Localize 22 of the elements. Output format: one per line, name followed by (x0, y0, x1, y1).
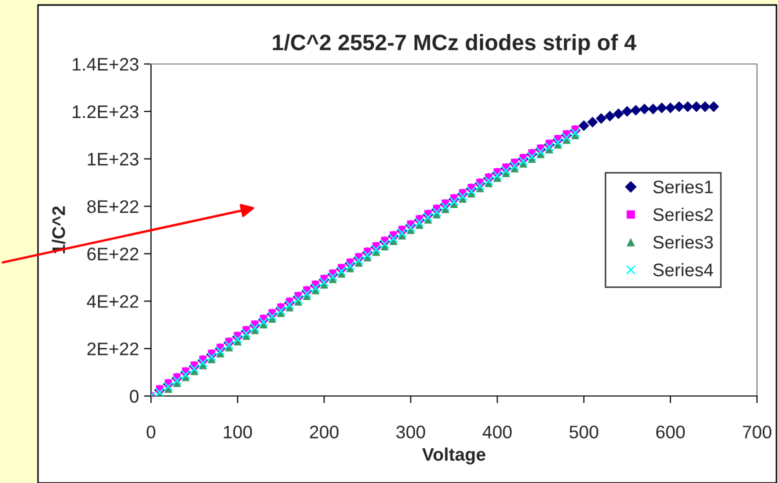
y-tick-label: 2E+22 (87, 342, 138, 356)
x-tick-label: 700 (742, 426, 772, 438)
x-tick-label: 100 (224, 426, 252, 438)
legend-label: Series4 (653, 263, 714, 276)
y-tick-label: 1.4E+23 (72, 58, 138, 71)
y-tick-label: 1.2E+23 (72, 105, 138, 118)
y-tick-label: 8E+22 (87, 200, 138, 214)
chart-title: 1/C^2 2552-7 MCz diodes strip of 4 (272, 34, 636, 55)
x-tick-label: 500 (570, 426, 598, 438)
y-tick-label: 1E+23 (88, 152, 138, 166)
x-tick-label: 300 (396, 426, 426, 438)
legend-label: Series1 (653, 180, 713, 194)
y-tick-label: 4E+22 (86, 295, 138, 308)
x-tick-label: 0 (146, 426, 156, 438)
x-tick-label: 400 (482, 426, 512, 438)
legend-label: Series2 (653, 208, 713, 222)
y-tick-label: 0 (130, 390, 138, 403)
x-axis-title: Voltage (422, 448, 486, 464)
y-tick-label: 6E+22 (87, 248, 138, 260)
legend-label: Series3 (653, 235, 713, 249)
x-tick-label: 200 (310, 426, 338, 438)
x-tick-label: 600 (656, 426, 685, 438)
